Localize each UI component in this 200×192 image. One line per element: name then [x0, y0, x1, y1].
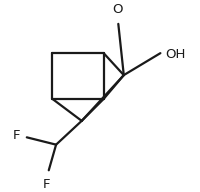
Text: F: F — [13, 129, 20, 142]
Text: OH: OH — [165, 48, 185, 60]
Text: O: O — [113, 3, 123, 16]
Text: F: F — [42, 178, 50, 191]
